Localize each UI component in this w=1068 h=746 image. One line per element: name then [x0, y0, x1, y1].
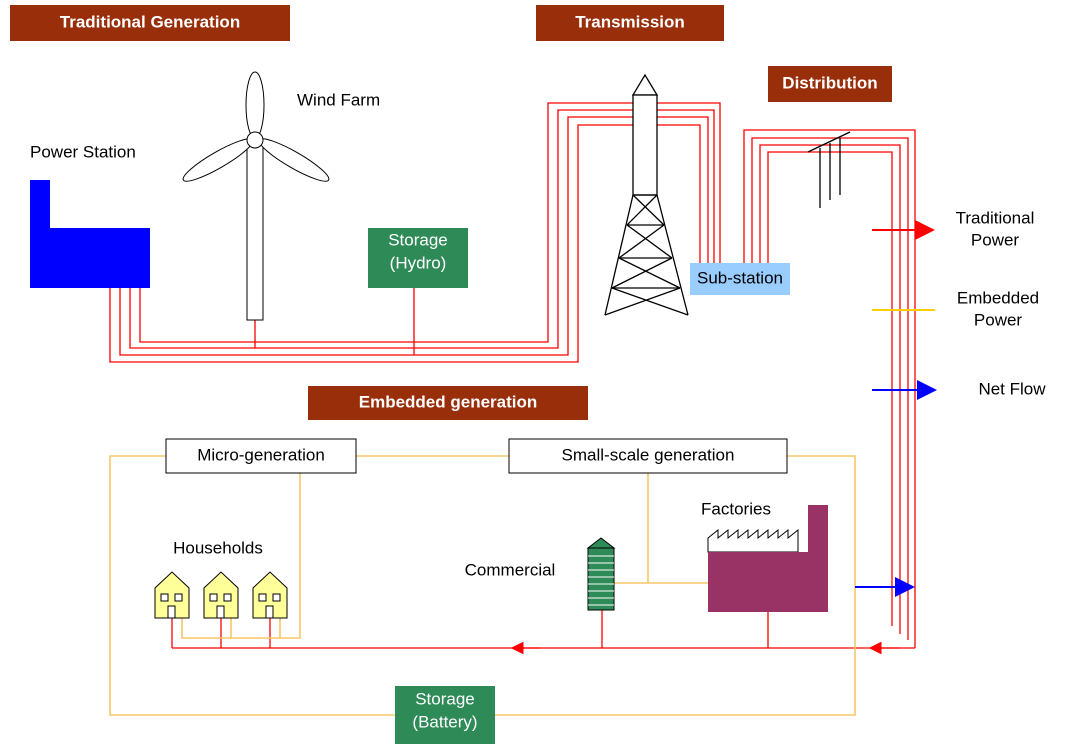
label: Micro-generation — [197, 445, 325, 464]
legend: Traditional Power Embedded Power Net Flo… — [872, 208, 1046, 398]
legend-label: Net Flow — [978, 379, 1046, 398]
label: Power Station — [30, 142, 136, 161]
header: Traditional Generation — [60, 12, 240, 31]
label: Factories — [701, 499, 771, 518]
header: Distribution — [782, 73, 877, 92]
label: Storage — [415, 689, 475, 708]
label: Sub-station — [697, 268, 783, 287]
power-station — [30, 180, 150, 288]
label: Wind Farm — [297, 90, 380, 109]
label: (Battery) — [412, 712, 477, 731]
diagram: Traditional Generation Transmission Dist… — [0, 0, 1068, 746]
commercial-building — [588, 538, 614, 610]
label: Small-scale generation — [562, 445, 735, 464]
header: Embedded generation — [359, 392, 538, 411]
distribution-pole — [808, 132, 850, 208]
label: (Hydro) — [390, 253, 447, 272]
factory — [708, 505, 828, 612]
header: Transmission — [575, 12, 685, 31]
households — [155, 572, 287, 618]
pylon — [605, 75, 688, 315]
label: Commercial — [465, 560, 556, 579]
legend-label: Embedded — [957, 288, 1039, 307]
legend-label: Power — [971, 230, 1020, 249]
legend-label: Traditional — [956, 208, 1035, 227]
label: Households — [173, 538, 263, 557]
label: Storage — [388, 230, 448, 249]
legend-label: Power — [974, 310, 1023, 329]
